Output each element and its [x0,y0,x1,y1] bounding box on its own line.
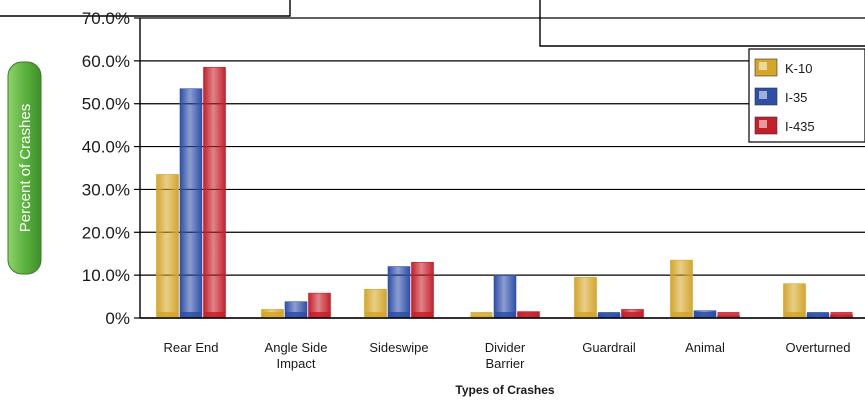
bar-base [308,312,331,318]
bar-base [180,312,202,318]
y-tick-label: 50.0% [82,95,130,114]
bar-base [517,312,540,318]
x-tick-label: Guardrail [582,340,636,355]
bar-i-35 [493,274,517,319]
y-tick-label: 40.0% [82,138,130,157]
bar-base [783,312,806,318]
y-axis-title-pill: Percent of Crashes [7,61,42,275]
bar-base [598,312,620,318]
bar-base [670,312,693,318]
bar-base [807,312,829,318]
x-tick-label: Angle Side [265,340,328,355]
y-axis-title: Percent of Crashes [17,104,34,232]
bar-i-435 [203,66,226,319]
bar-i-435 [411,261,434,319]
bar-base [494,312,516,318]
bars [156,66,853,319]
x-tick-label: Overturned [785,340,850,355]
y-tick-label: 10.0% [82,266,130,285]
y-tick-label: 60.0% [82,52,130,71]
legend-swatch-highlight [759,62,767,70]
bar-base [388,312,410,318]
bar-base [364,312,387,318]
legend-label: K-10 [785,61,812,76]
legend-label: I-435 [785,119,815,134]
bar-k-10 [670,259,693,319]
x-tick-label: Rear End [164,340,219,355]
legend-label: I-35 [785,90,807,105]
bar-base [574,312,597,318]
y-tick-label: 0% [105,309,130,328]
x-axis-title: Types of Crashes [455,383,554,397]
bar-k-10 [156,174,179,319]
legend-swatch-highlight [759,91,767,99]
legend-swatch-highlight [759,120,767,128]
bar-k-10 [574,276,597,319]
bar-i-35 [179,88,203,319]
x-tick-label: Impact [276,356,315,371]
x-tick-label: Animal [685,340,725,355]
legend: K-10 I-35 I-435 [748,48,865,143]
bar-base [203,312,226,318]
x-tick-label: Divider [485,340,526,355]
x-tick-label: Barrier [485,356,525,371]
bar-base [694,312,716,318]
y-tick-label: 30.0% [82,180,130,199]
bar-base [717,312,740,318]
y-tick-label: 20.0% [82,223,130,242]
bar-base [285,312,307,318]
bar-base [156,312,179,318]
bar-base [621,312,644,318]
bar-base [470,312,493,318]
top-frame-decoration [0,0,865,47]
bar-base [261,312,284,318]
bar-i-35 [387,266,411,319]
x-tick-label: Sideswipe [369,340,428,355]
bar-base [830,312,853,318]
bar-base [411,312,434,318]
y-axis: 0% 10.0% 20.0% 30.0% 40.0% 50.0% 60.0% 70.0% [82,9,141,328]
y-tick-label: 70.0% [82,9,130,28]
